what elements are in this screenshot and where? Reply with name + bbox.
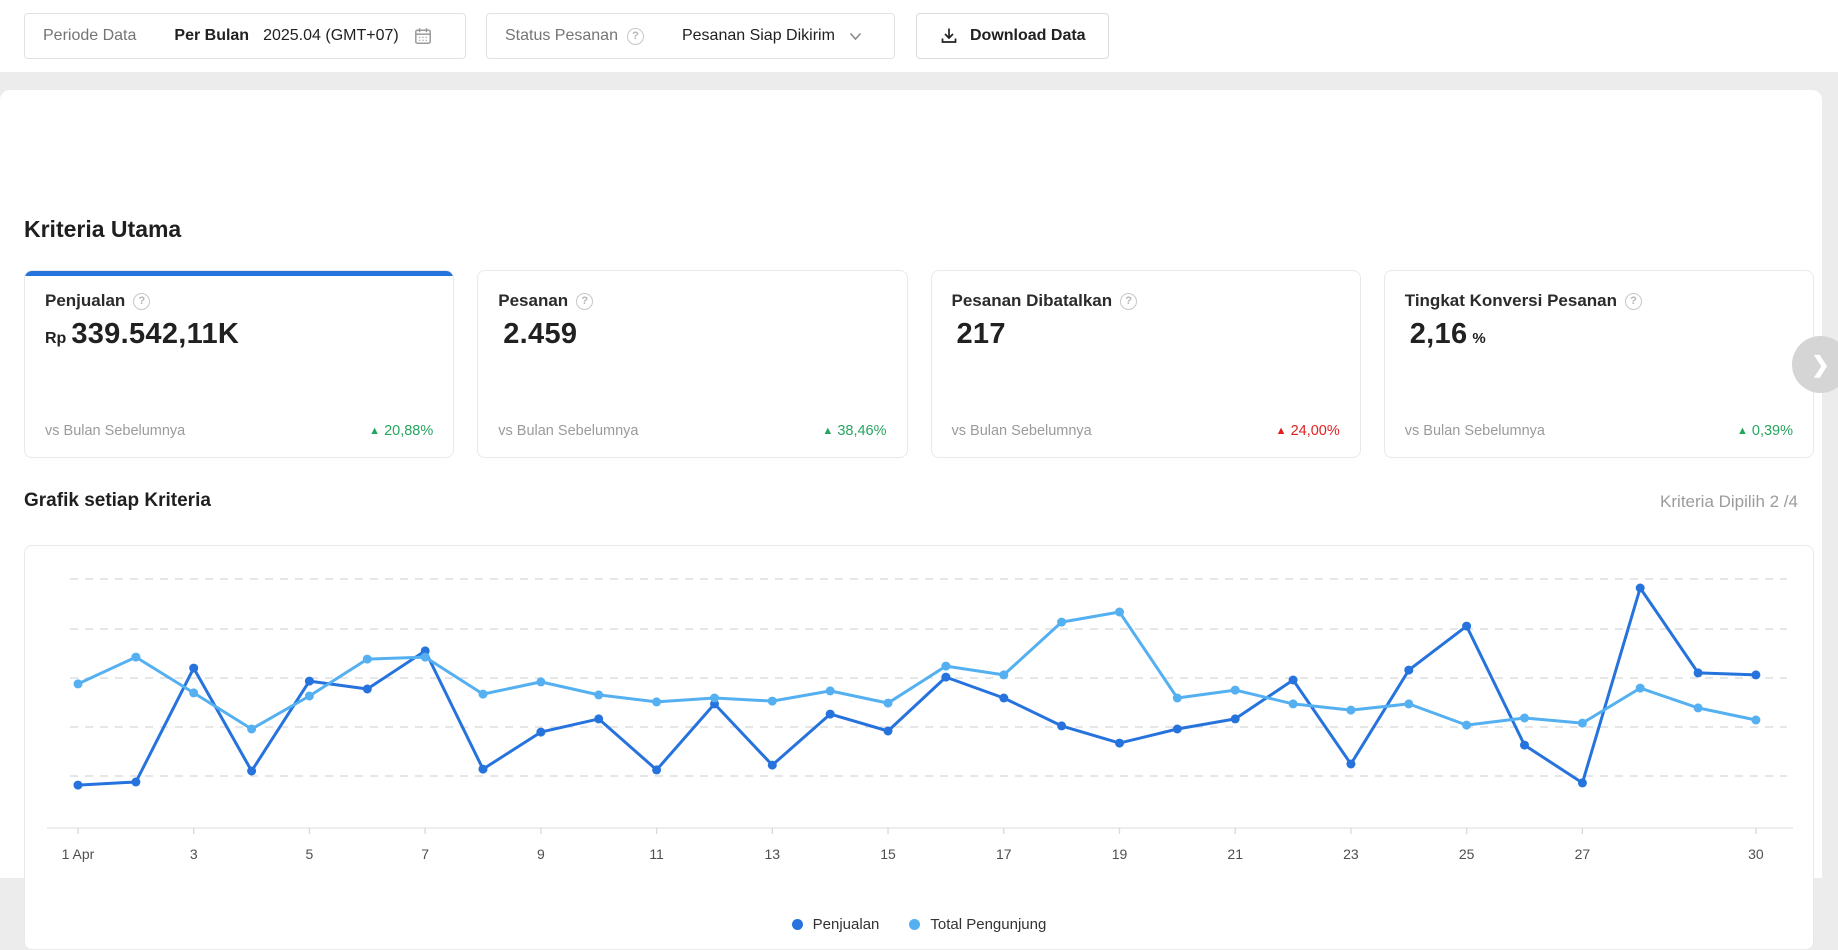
download-icon [939,26,959,46]
svg-text:23: 23 [1343,846,1359,862]
metric-card-tingkat-konversi[interactable]: Tingkat Konversi Pesanan 2,16 % vs Bulan… [1383,270,1814,458]
svg-text:11: 11 [649,846,664,862]
legend-dot-penjualan [791,919,803,930]
svg-text:13: 13 [765,846,781,862]
chevron-down-icon[interactable] [849,32,862,41]
svg-text:21: 21 [1227,846,1243,862]
metric-title: Penjualan [45,291,126,310]
delta-value: 38,46% [837,423,887,439]
metric-value: 339.542,11K [71,318,240,350]
svg-text:9: 9 [537,846,545,862]
metric-card-pesanan[interactable]: Pesanan 2.459 vs Bulan Sebelumnya ▲ 38,4… [477,270,908,458]
delta-badge: ▲ 20,88% [369,423,433,439]
svg-text:17: 17 [996,846,1012,862]
chevron-right-icon [1811,352,1829,378]
page-title: Kriteria Utama [24,216,182,242]
period-mode-value[interactable]: Per Bulan [174,27,250,44]
trend-up-icon: ▲ [1736,425,1748,437]
help-icon[interactable] [576,292,594,310]
chart-legend: Penjualan Total Pengunjung [25,916,1813,933]
metric-cards-row: Penjualan Rp 339.542,11K vs Bulan Sebelu… [24,270,1814,458]
help-icon[interactable] [1120,292,1138,310]
period-filter-label: Periode Data [43,27,137,44]
metric-title: Tingkat Konversi Pesanan [1404,291,1618,310]
metric-value: 2.459 [503,318,578,350]
delta-value: 0,39% [1751,423,1793,439]
legend-dot-total-pengunjung [909,919,921,930]
metric-value: 217 [956,318,1006,350]
order-status-label: Status Pesanan [505,27,618,44]
period-date-value[interactable]: 2025.04 (GMT+07) [263,27,399,44]
svg-text:25: 25 [1459,846,1475,862]
main-panel: Kriteria Utama Penjualan Rp 339.542,11K … [0,90,1838,950]
criteria-chart-card: 1 Apr 3 5 7 9 11 13 15 17 19 21 23 25 27 30 Penjualan … [24,545,1814,950]
delta-badge: ▲ 38,46% [822,423,886,439]
svg-text:27: 27 [1575,846,1591,862]
delta-value: 24,00% [1290,423,1340,439]
next-cards-button[interactable] [1792,336,1838,393]
legend-label: Total Pengunjung [930,916,1047,933]
compare-label: vs Bulan Sebelumnya [951,423,1092,439]
legend-label: Penjualan [812,916,880,933]
svg-text:5: 5 [306,846,314,862]
trend-up-icon: ▲ [369,425,381,437]
compare-label: vs Bulan Sebelumnya [498,423,639,439]
svg-text:1 Apr: 1 Apr [62,846,95,862]
svg-text:15: 15 [880,846,896,862]
metric-card-pesanan-dibatalkan[interactable]: Pesanan Dibatalkan 217 vs Bulan Sebelumn… [930,270,1361,458]
download-data-button[interactable]: Download Data [916,13,1109,59]
trend-up-icon: ▲ [822,425,834,437]
line-chart: 1 Apr 3 5 7 9 11 13 15 17 19 21 23 25 27 30 [47,578,1793,862]
criteria-selected-count: Kriteria Dipilih 2 /4 [1660,492,1798,511]
svg-text:3: 3 [190,846,198,862]
delta-value: 20,88% [384,423,434,439]
delta-badge: ▲ 0,39% [1737,423,1793,439]
metric-title: Pesanan Dibatalkan [951,291,1113,310]
legend-item-total-pengunjung[interactable]: Total Pengunjung [909,916,1046,933]
metric-currency-prefix: Rp [45,330,67,347]
trend-up-icon: ▲ [1275,425,1287,437]
help-icon[interactable] [133,292,151,310]
compare-label: vs Bulan Sebelumnya [45,423,186,439]
svg-text:19: 19 [1112,846,1128,862]
metric-value: 2,16 [1409,318,1468,350]
download-button-label: Download Data [970,27,1086,44]
delta-badge: ▲ 24,00% [1276,423,1340,439]
metric-suffix: % [1472,330,1486,347]
metric-title: Pesanan [498,291,569,310]
legend-item-penjualan[interactable]: Penjualan [791,916,880,933]
analytics-dashboard: { "topbar": { "periode_label": "Periode … [0,0,1838,878]
period-filter[interactable]: Periode Data Per Bulan 2025.04 (GMT+07) [24,13,466,59]
chart-section-title: Grafik setiap Kriteria [24,490,211,511]
help-icon[interactable] [626,27,644,45]
compare-label: vs Bulan Sebelumnya [1404,423,1545,439]
help-icon[interactable] [1625,292,1643,310]
calendar-icon[interactable] [413,26,433,46]
order-status-filter[interactable]: Status Pesanan Pesanan Siap Dikirim [486,13,895,59]
order-status-value[interactable]: Pesanan Siap Dikirim [681,27,835,44]
top-filter-bar: Periode Data Per Bulan 2025.04 (GMT+07) … [0,0,1838,72]
metric-card-penjualan[interactable]: Penjualan Rp 339.542,11K vs Bulan Sebelu… [24,270,455,458]
svg-text:30: 30 [1748,846,1764,862]
svg-text:7: 7 [421,846,429,862]
